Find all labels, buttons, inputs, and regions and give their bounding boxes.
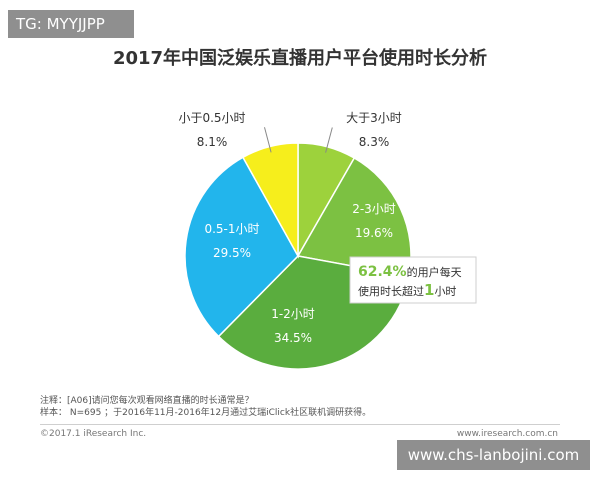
slice-value: 8.3%: [359, 135, 390, 149]
site-url: www.iresearch.com.cn: [456, 429, 558, 439]
slice-value: 8.1%: [197, 135, 228, 149]
slice-value: 29.5%: [213, 246, 251, 260]
slice-label: 0.5-1小时: [204, 222, 259, 236]
callout-line-1: 62.4%的用户每天: [358, 264, 462, 280]
callout-line-2: 使用时长超过1小时: [358, 281, 456, 299]
chart-sample-note: 样本： N=695 ；于2016年11月-2016年12月通过艾瑞iClick社…: [40, 408, 372, 418]
tag-label: TG: MYYJJPP: [8, 10, 134, 38]
slice-label: 2-3小时: [352, 202, 396, 216]
slice-value: 34.5%: [274, 331, 312, 345]
slice-label: 小于0.5小时: [178, 111, 245, 125]
copyright: ©2017.1 iResearch Inc.: [40, 429, 147, 439]
pie-slice: [184, 156, 299, 338]
slice-value: 19.6%: [355, 226, 393, 240]
slice-label: 1-2小时: [271, 307, 315, 321]
leader-line: [264, 127, 272, 153]
callout-frame: [349, 256, 477, 304]
slice-label: 大于3小时: [346, 111, 402, 125]
leader-line: [325, 127, 333, 153]
chart-note: 注释：[A06]请问您每次观看网络直播的时长通常是？: [40, 396, 254, 406]
footer-divider: [40, 424, 560, 425]
watermark: www.chs-lanbojini.com: [397, 440, 590, 470]
chart-title: 2017年中国泛娱乐直播用户平台使用时长分析: [112, 48, 488, 69]
